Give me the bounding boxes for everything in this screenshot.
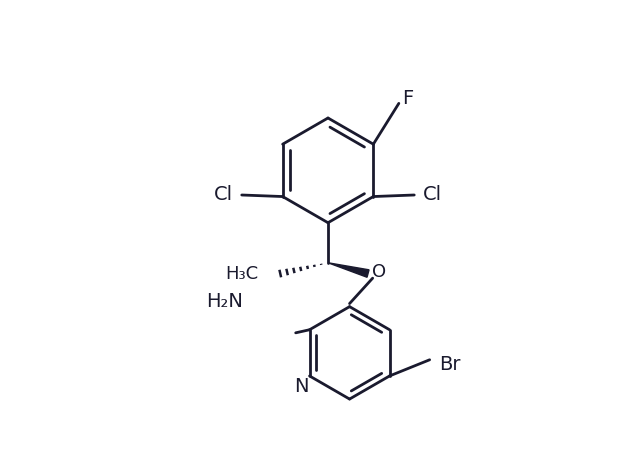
- Text: N: N: [294, 377, 309, 396]
- Text: Br: Br: [439, 355, 460, 374]
- Text: H₃C: H₃C: [225, 265, 259, 282]
- Text: Cl: Cl: [214, 186, 233, 204]
- Text: Cl: Cl: [423, 186, 442, 204]
- Polygon shape: [328, 263, 369, 277]
- Text: F: F: [403, 89, 413, 108]
- Text: O: O: [372, 263, 386, 281]
- Text: H₂N: H₂N: [207, 292, 243, 311]
